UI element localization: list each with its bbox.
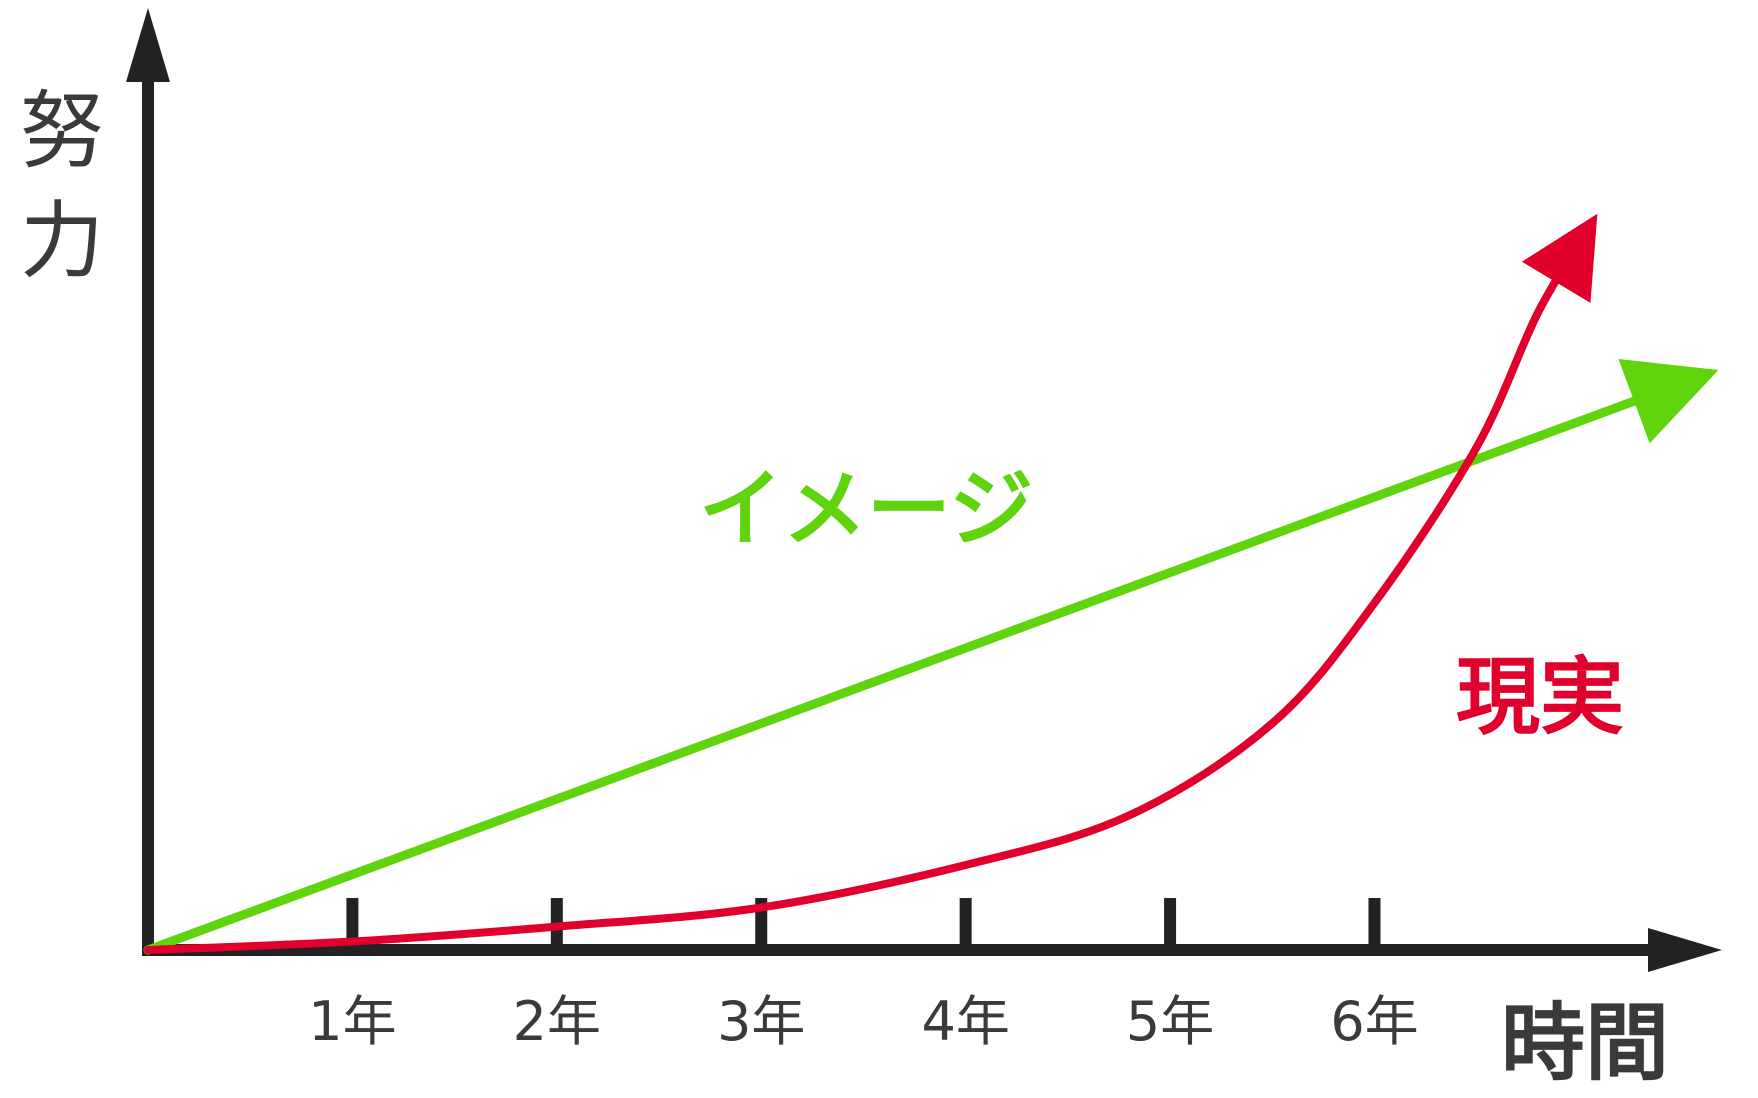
series-line-reality	[144, 213, 1598, 954]
x-ticks: 1年 2年 3年 4年 5年 6年	[308, 898, 1419, 1053]
axes	[126, 8, 1722, 972]
series	[143, 213, 1719, 955]
x-tick-label: 5年	[1126, 990, 1214, 1053]
series-label-reality: 現実	[1456, 648, 1624, 746]
x-tick-label: 6年	[1330, 990, 1418, 1053]
y-axis-title: 努力	[20, 82, 104, 290]
y-axis-arrowhead	[126, 8, 170, 82]
series-label-image: イメージ	[699, 460, 1033, 558]
labels: 努力 時間 イメージ 現実	[20, 82, 1669, 1092]
x-tick-label: 3年	[717, 990, 805, 1053]
x-tick-label: 2年	[513, 990, 601, 1053]
x-axis-title: 時間	[1501, 994, 1669, 1092]
series-line-image	[143, 358, 1719, 955]
x-axis-arrowhead	[1648, 928, 1722, 972]
x-tick-label: 1年	[308, 990, 396, 1053]
x-tick-label: 4年	[921, 990, 1009, 1053]
